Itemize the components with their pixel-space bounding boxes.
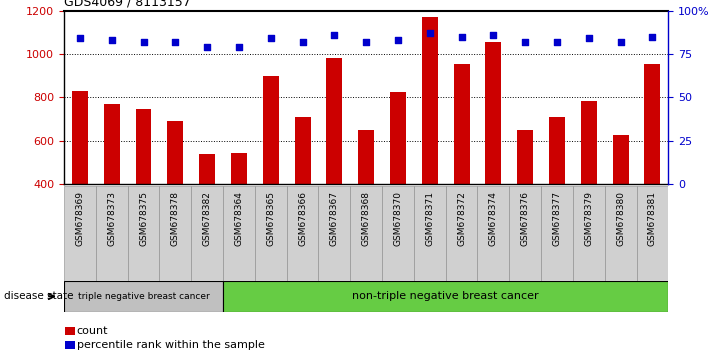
Text: count: count — [77, 326, 108, 336]
Point — [456, 34, 467, 40]
Point — [201, 44, 213, 50]
Text: GSM678369: GSM678369 — [75, 191, 85, 246]
Bar — [422, 17, 438, 271]
Text: GDS4069 / 8113157: GDS4069 / 8113157 — [64, 0, 191, 8]
Text: GSM678379: GSM678379 — [584, 191, 593, 246]
Bar — [159, 186, 191, 285]
Text: GSM678370: GSM678370 — [393, 191, 402, 246]
Text: GSM678374: GSM678374 — [489, 191, 498, 246]
Text: GSM678371: GSM678371 — [425, 191, 434, 246]
Point — [328, 32, 340, 38]
Point — [265, 35, 277, 41]
Text: GSM678381: GSM678381 — [648, 191, 657, 246]
Bar — [509, 186, 541, 285]
Text: GSM678372: GSM678372 — [457, 191, 466, 246]
Bar — [231, 153, 247, 271]
Bar — [644, 64, 661, 271]
Point — [392, 37, 404, 43]
Text: triple negative breast cancer: triple negative breast cancer — [77, 292, 209, 301]
Bar — [96, 186, 127, 285]
Bar — [127, 186, 159, 285]
Text: GSM678367: GSM678367 — [330, 191, 339, 246]
Bar — [549, 117, 565, 271]
Bar — [223, 186, 255, 285]
Bar — [382, 186, 414, 285]
Bar — [454, 64, 469, 271]
Bar — [255, 186, 287, 285]
Bar — [414, 186, 446, 285]
Bar — [294, 117, 311, 271]
Bar — [351, 186, 382, 285]
Bar — [446, 186, 478, 285]
Bar — [390, 92, 406, 271]
Point — [170, 39, 181, 45]
Point — [520, 39, 531, 45]
Bar — [72, 91, 88, 271]
Point — [74, 35, 85, 41]
Text: GSM678373: GSM678373 — [107, 191, 116, 246]
Bar — [605, 186, 636, 285]
Bar — [199, 154, 215, 271]
Point — [424, 30, 435, 36]
Bar — [581, 101, 597, 271]
Text: GSM678366: GSM678366 — [298, 191, 307, 246]
Bar — [517, 130, 533, 271]
Bar — [263, 76, 279, 271]
Point — [360, 39, 372, 45]
Text: GSM678376: GSM678376 — [520, 191, 530, 246]
Bar — [478, 186, 509, 285]
Bar — [319, 186, 351, 285]
Bar — [573, 186, 605, 285]
Text: GSM678377: GSM678377 — [552, 191, 562, 246]
Point — [488, 32, 499, 38]
Text: GSM678380: GSM678380 — [616, 191, 625, 246]
Point — [138, 39, 149, 45]
Bar — [64, 281, 223, 312]
Bar — [64, 186, 96, 285]
Bar — [136, 109, 151, 271]
Point — [106, 37, 117, 43]
Text: non-triple negative breast cancer: non-triple negative breast cancer — [353, 291, 539, 302]
Point — [615, 39, 626, 45]
Point — [551, 39, 562, 45]
Point — [297, 39, 309, 45]
Bar — [613, 135, 629, 271]
Text: disease state: disease state — [4, 291, 73, 302]
Text: percentile rank within the sample: percentile rank within the sample — [77, 340, 264, 350]
Bar — [287, 186, 319, 285]
Text: GSM678368: GSM678368 — [362, 191, 370, 246]
Text: GSM678378: GSM678378 — [171, 191, 180, 246]
Bar — [486, 42, 501, 271]
Point — [583, 35, 594, 41]
Bar — [541, 186, 573, 285]
Text: GSM678375: GSM678375 — [139, 191, 148, 246]
Point — [647, 34, 658, 40]
Text: GSM678364: GSM678364 — [235, 191, 243, 246]
Point — [233, 44, 245, 50]
Bar — [223, 281, 668, 312]
Text: GSM678382: GSM678382 — [203, 191, 212, 246]
Bar — [167, 121, 183, 271]
Bar — [191, 186, 223, 285]
Bar — [326, 58, 342, 271]
Bar — [636, 186, 668, 285]
Bar — [104, 104, 119, 271]
Bar — [358, 130, 374, 271]
Text: GSM678365: GSM678365 — [266, 191, 275, 246]
